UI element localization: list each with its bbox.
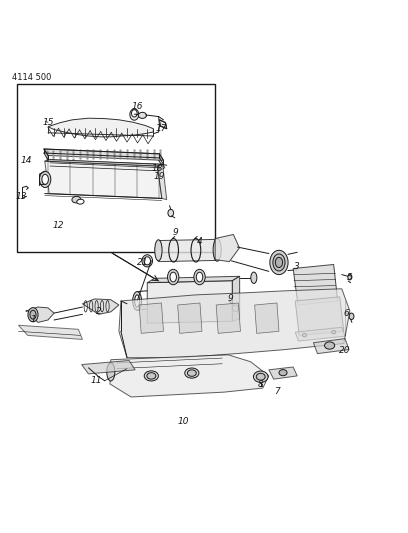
- Ellipse shape: [142, 255, 153, 267]
- Polygon shape: [139, 303, 164, 333]
- Text: 9: 9: [173, 228, 179, 237]
- Ellipse shape: [279, 369, 287, 376]
- Text: 15: 15: [42, 118, 54, 127]
- Polygon shape: [157, 164, 167, 200]
- Text: 11: 11: [91, 376, 102, 385]
- Text: 6: 6: [343, 309, 349, 318]
- Polygon shape: [313, 338, 349, 353]
- Text: 1: 1: [30, 314, 36, 324]
- Polygon shape: [216, 303, 240, 333]
- Ellipse shape: [168, 209, 174, 216]
- Text: 10: 10: [178, 417, 189, 426]
- Text: 9: 9: [228, 294, 233, 303]
- Polygon shape: [295, 327, 345, 341]
- Polygon shape: [18, 325, 82, 340]
- Polygon shape: [26, 307, 54, 322]
- Ellipse shape: [131, 110, 137, 117]
- Ellipse shape: [30, 310, 36, 319]
- Ellipse shape: [324, 342, 335, 349]
- Polygon shape: [269, 367, 297, 379]
- Text: 4: 4: [197, 237, 203, 246]
- Ellipse shape: [349, 313, 354, 320]
- Ellipse shape: [130, 109, 139, 120]
- Text: 2: 2: [96, 308, 102, 317]
- Ellipse shape: [168, 269, 179, 285]
- Text: 4114 500: 4114 500: [11, 73, 51, 82]
- Polygon shape: [293, 264, 338, 305]
- Polygon shape: [45, 161, 162, 198]
- Polygon shape: [110, 355, 269, 397]
- Ellipse shape: [155, 240, 162, 261]
- Ellipse shape: [196, 272, 203, 282]
- Polygon shape: [147, 276, 239, 282]
- Ellipse shape: [213, 239, 221, 261]
- Text: 3: 3: [294, 262, 300, 271]
- Ellipse shape: [256, 373, 265, 380]
- Polygon shape: [119, 289, 350, 358]
- Ellipse shape: [77, 199, 84, 204]
- Polygon shape: [147, 281, 233, 323]
- Polygon shape: [255, 303, 279, 333]
- Ellipse shape: [348, 274, 352, 280]
- Polygon shape: [215, 235, 239, 262]
- Text: 21: 21: [137, 258, 149, 267]
- Ellipse shape: [72, 196, 81, 203]
- Text: 12: 12: [52, 222, 64, 230]
- Text: 18: 18: [152, 164, 163, 173]
- Polygon shape: [295, 297, 344, 335]
- Text: 16: 16: [131, 102, 143, 111]
- Ellipse shape: [133, 292, 142, 310]
- Text: 8: 8: [258, 379, 264, 389]
- Ellipse shape: [233, 305, 239, 311]
- Ellipse shape: [138, 112, 146, 118]
- Ellipse shape: [144, 371, 158, 381]
- Polygon shape: [45, 159, 163, 166]
- Text: 5: 5: [347, 273, 353, 282]
- Ellipse shape: [275, 257, 283, 268]
- Text: 20: 20: [339, 346, 351, 356]
- Ellipse shape: [251, 272, 257, 284]
- Text: 19: 19: [154, 172, 165, 181]
- Ellipse shape: [40, 171, 51, 188]
- Bar: [17, 84, 215, 252]
- Ellipse shape: [135, 295, 140, 307]
- Ellipse shape: [170, 272, 176, 282]
- Ellipse shape: [185, 368, 199, 378]
- Polygon shape: [82, 360, 135, 374]
- Text: 14: 14: [21, 156, 32, 165]
- Ellipse shape: [302, 334, 306, 337]
- Text: 13: 13: [16, 192, 27, 201]
- Ellipse shape: [28, 308, 38, 322]
- Ellipse shape: [273, 254, 285, 271]
- Polygon shape: [160, 120, 167, 129]
- Ellipse shape: [159, 165, 164, 169]
- Polygon shape: [233, 276, 239, 321]
- Polygon shape: [44, 149, 164, 160]
- Polygon shape: [82, 299, 119, 314]
- Polygon shape: [48, 118, 153, 137]
- Ellipse shape: [270, 251, 288, 274]
- Ellipse shape: [332, 330, 336, 334]
- Ellipse shape: [194, 269, 205, 285]
- Ellipse shape: [187, 370, 196, 376]
- Ellipse shape: [42, 174, 49, 184]
- Ellipse shape: [147, 373, 156, 379]
- Polygon shape: [158, 239, 217, 262]
- Ellipse shape: [253, 371, 268, 382]
- Ellipse shape: [107, 363, 115, 381]
- Polygon shape: [177, 303, 202, 333]
- Ellipse shape: [144, 257, 151, 265]
- Text: 17: 17: [156, 124, 167, 133]
- Text: 7: 7: [274, 387, 280, 396]
